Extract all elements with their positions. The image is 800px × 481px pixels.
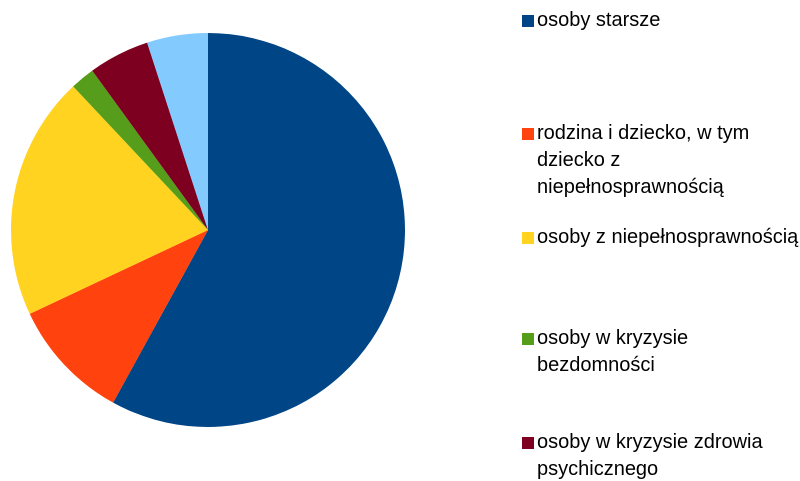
legend-label: osoby w kryzysie bezdomności xyxy=(537,327,689,376)
pie-slice xyxy=(11,86,209,314)
pie-slice xyxy=(147,33,208,230)
legend-label: osoby starsze xyxy=(537,9,661,31)
pie-slice xyxy=(92,42,208,231)
pie-slice xyxy=(29,230,209,403)
legend-swatch xyxy=(522,232,534,244)
legend-label: osoby w kryzysie zdrowia psychicznego xyxy=(537,431,763,480)
legend-swatch xyxy=(522,333,534,345)
legend-swatch xyxy=(522,128,534,140)
legend-label: osoby z niepełnosprawnością xyxy=(537,226,799,248)
legend-swatch xyxy=(522,15,534,27)
legend-label: rodzina i dziecko, w tym dziecko z niepe… xyxy=(537,122,750,198)
legend-swatch xyxy=(522,437,534,449)
pie xyxy=(11,33,405,427)
pie-slice xyxy=(113,33,405,427)
pie-slice xyxy=(73,70,208,230)
